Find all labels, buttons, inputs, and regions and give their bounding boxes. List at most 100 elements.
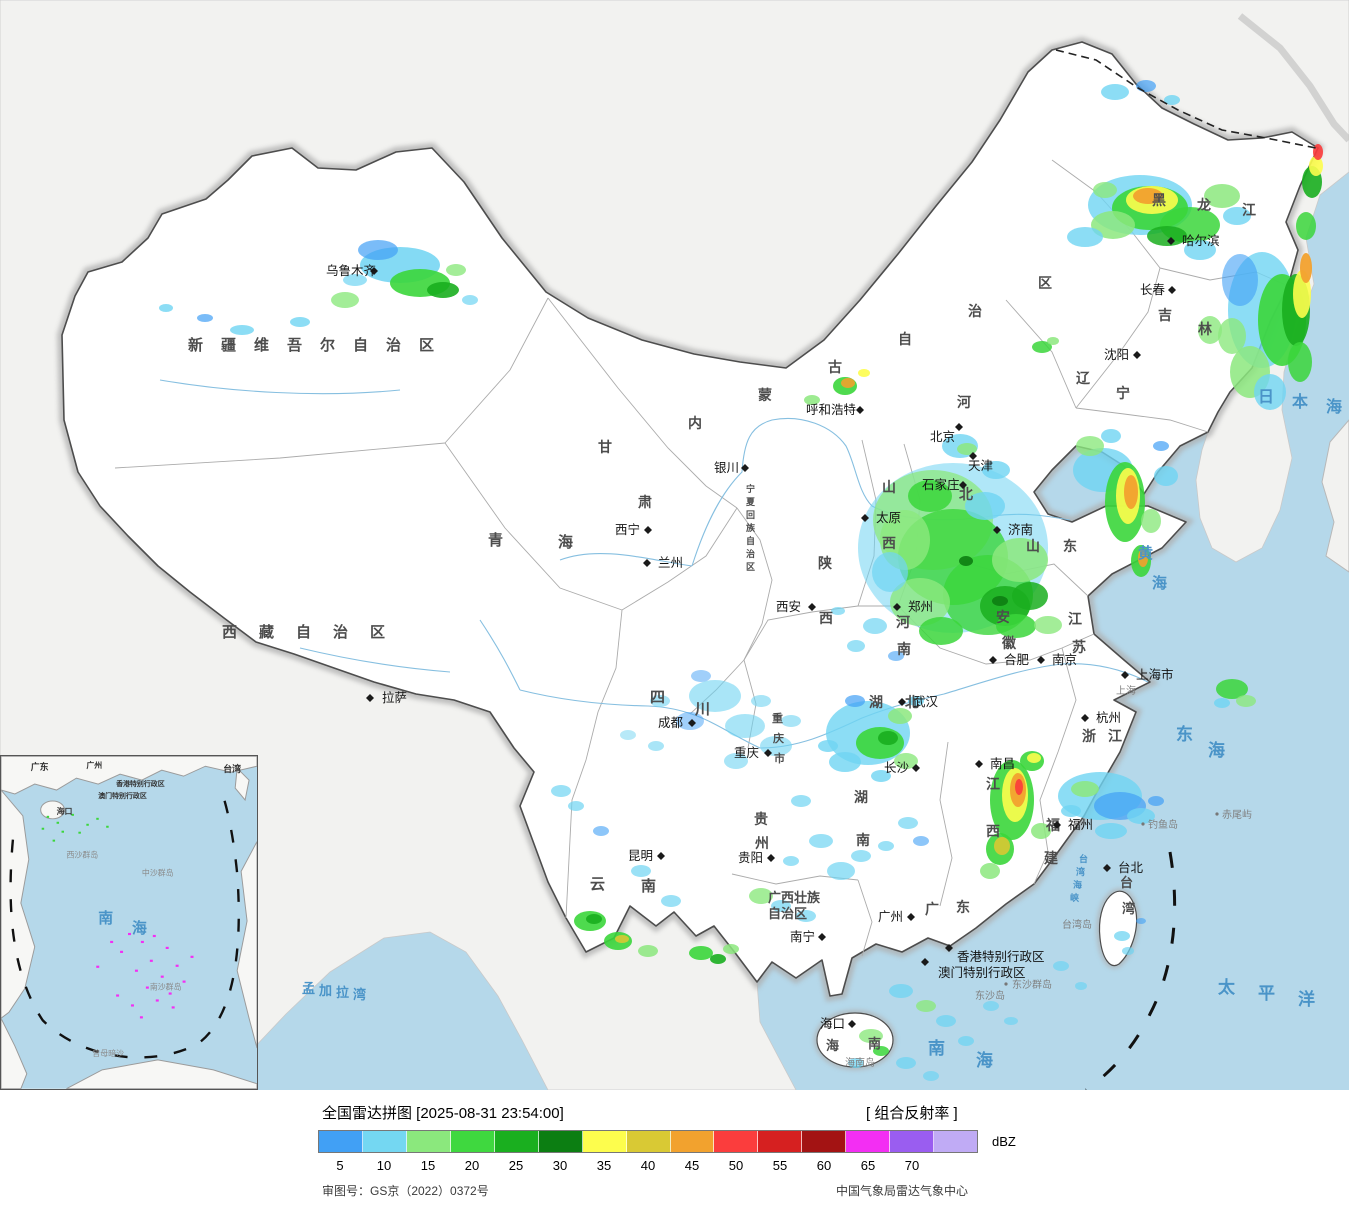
radar-echo	[1004, 1017, 1018, 1025]
radar-echo	[1114, 931, 1130, 941]
prov-label: 湖	[869, 694, 883, 710]
radar-echo	[1012, 582, 1048, 610]
radar-echo	[781, 715, 801, 727]
radar-echo	[809, 834, 833, 848]
echo-speckle	[56, 821, 60, 824]
city-marker	[993, 526, 1001, 534]
prov-label: 黑	[1152, 192, 1166, 208]
radar-echo	[1076, 436, 1104, 456]
inset-label: 西沙群岛	[66, 850, 98, 860]
prov-label: 族	[746, 522, 756, 533]
interference-speckle	[149, 959, 153, 962]
city-label: 拉萨	[382, 690, 407, 705]
radar-echo	[1309, 156, 1323, 176]
legend-color-cell	[450, 1131, 495, 1152]
city-marker	[1037, 656, 1045, 664]
prov-label: 江	[1068, 611, 1082, 627]
radar-echo	[1127, 808, 1155, 824]
city-marker	[370, 267, 378, 275]
legend-color-cell	[582, 1131, 627, 1152]
city-marker	[1168, 286, 1176, 294]
prov-label: 云	[590, 876, 605, 893]
prov-label: 陕	[818, 555, 832, 571]
city-label: 南昌	[990, 756, 1015, 771]
radar-echo	[858, 369, 870, 377]
prov-label: 川	[694, 701, 710, 718]
prov-label: 区	[794, 906, 807, 921]
city-label: 上海市	[1136, 667, 1174, 682]
prov-label: 自	[898, 331, 912, 347]
radar-echo	[896, 1057, 916, 1069]
prov-label: 区	[1038, 275, 1052, 291]
radar-echo	[358, 240, 398, 260]
radar-echo	[992, 596, 1008, 606]
interference-speckle	[120, 950, 124, 953]
prov-label: 南	[897, 641, 911, 657]
prov-label: 西	[882, 535, 896, 551]
island-label: 钓鱼岛	[1148, 818, 1178, 831]
island-label: 东沙群岛	[1012, 978, 1052, 991]
prov-label: 自	[296, 623, 311, 641]
interference-speckle	[128, 932, 131, 936]
radar-echo	[1071, 781, 1099, 797]
sea-label: 东	[1176, 724, 1193, 744]
prov-label: 浙	[1082, 728, 1096, 744]
radar-echo	[878, 731, 898, 745]
radar-echo	[1184, 240, 1216, 260]
city-marker	[644, 526, 652, 534]
city-marker	[989, 656, 997, 664]
city-marker	[688, 719, 696, 727]
sea-label: 台	[1079, 853, 1088, 864]
city-marker	[848, 1020, 856, 1028]
city-label: 呼和浩特	[806, 402, 856, 417]
legend-unit: dBZ	[992, 1134, 1016, 1149]
radar-echo	[568, 801, 584, 811]
city-label: 银川	[714, 461, 739, 475]
radar-echo	[872, 552, 908, 592]
echo-speckle	[96, 817, 99, 820]
radar-echo	[1095, 823, 1127, 839]
city-label: 西宁	[615, 522, 640, 537]
legend-color-cell	[846, 1131, 891, 1152]
inset-label: 曾母暗沙	[92, 1048, 124, 1058]
radar-echo	[1015, 779, 1023, 795]
city-label: 郑州	[908, 599, 933, 614]
prov-label: 夏	[745, 497, 756, 507]
prov-label: 南	[641, 877, 656, 895]
legend-tick: 45	[684, 1158, 700, 1173]
radar-echo	[856, 727, 904, 759]
china-territory	[61, 41, 1319, 997]
radar-echo	[894, 753, 918, 769]
city-marker	[907, 913, 915, 921]
radar-echo	[841, 378, 855, 388]
prov-label: 区	[419, 337, 434, 354]
sea-label: 加	[318, 983, 332, 998]
interference-speckle	[116, 994, 120, 997]
radar-echo	[1153, 441, 1169, 451]
city-label: 太原	[876, 510, 901, 525]
echo-speckle	[78, 831, 81, 834]
radar-echo	[965, 492, 1005, 520]
legend-color-cell	[890, 1131, 935, 1152]
radar-echo	[919, 617, 963, 645]
legend-tick: 15	[420, 1158, 436, 1173]
radar-echo	[1141, 509, 1161, 533]
prov-label: 西	[986, 823, 1000, 839]
radar-echo	[1053, 961, 1069, 971]
prov-label: 维	[254, 336, 269, 354]
prov-label: 市	[774, 751, 785, 765]
prov-label: 治	[333, 623, 348, 641]
prov-label: 宁	[1116, 385, 1130, 401]
interference-speckle	[155, 999, 159, 1002]
city-marker	[893, 603, 901, 611]
city-marker	[856, 406, 864, 414]
echo-speckle	[61, 830, 65, 833]
legend-color-cell	[758, 1131, 803, 1152]
island-dot	[1215, 812, 1219, 816]
radar-echo	[888, 708, 912, 724]
legend-tick: 10	[376, 1158, 392, 1173]
radar-echo	[725, 714, 765, 738]
inset-echo-speckles	[41, 813, 194, 1019]
interference-speckle	[171, 1006, 175, 1009]
radar-echo	[796, 910, 816, 922]
